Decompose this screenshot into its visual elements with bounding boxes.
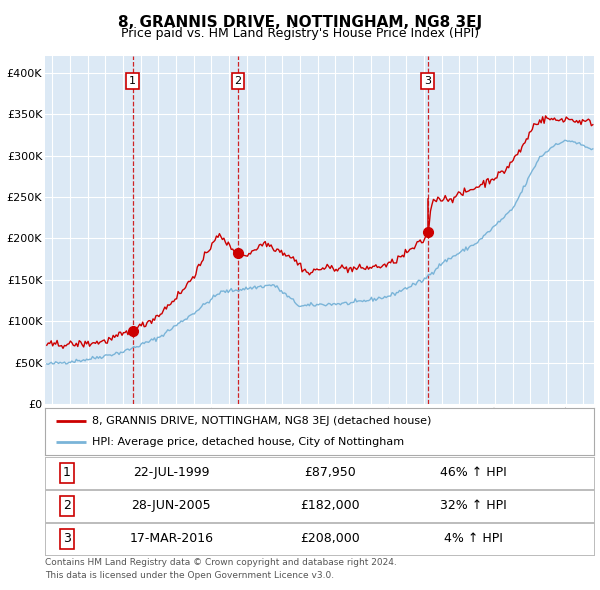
Text: 4% ↑ HPI: 4% ↑ HPI bbox=[444, 532, 503, 545]
Text: Contains HM Land Registry data © Crown copyright and database right 2024.: Contains HM Land Registry data © Crown c… bbox=[45, 558, 397, 566]
Text: 32% ↑ HPI: 32% ↑ HPI bbox=[440, 499, 506, 512]
Text: This data is licensed under the Open Government Licence v3.0.: This data is licensed under the Open Gov… bbox=[45, 571, 334, 579]
Text: £182,000: £182,000 bbox=[301, 499, 360, 512]
Text: Price paid vs. HM Land Registry's House Price Index (HPI): Price paid vs. HM Land Registry's House … bbox=[121, 27, 479, 40]
Text: 46% ↑ HPI: 46% ↑ HPI bbox=[440, 466, 506, 479]
Text: 3: 3 bbox=[424, 76, 431, 86]
Text: HPI: Average price, detached house, City of Nottingham: HPI: Average price, detached house, City… bbox=[92, 437, 404, 447]
Text: 17-MAR-2016: 17-MAR-2016 bbox=[129, 532, 213, 545]
Text: 1: 1 bbox=[129, 76, 136, 86]
Text: £87,950: £87,950 bbox=[305, 466, 356, 479]
Text: 8, GRANNIS DRIVE, NOTTINGHAM, NG8 3EJ (detached house): 8, GRANNIS DRIVE, NOTTINGHAM, NG8 3EJ (d… bbox=[92, 417, 431, 427]
Text: 1: 1 bbox=[63, 466, 71, 479]
Text: 2: 2 bbox=[234, 76, 241, 86]
Text: 3: 3 bbox=[63, 532, 71, 545]
Text: 8, GRANNIS DRIVE, NOTTINGHAM, NG8 3EJ: 8, GRANNIS DRIVE, NOTTINGHAM, NG8 3EJ bbox=[118, 15, 482, 30]
Text: 2: 2 bbox=[63, 499, 71, 512]
Text: 22-JUL-1999: 22-JUL-1999 bbox=[133, 466, 209, 479]
Text: 28-JUN-2005: 28-JUN-2005 bbox=[131, 499, 211, 512]
Text: £208,000: £208,000 bbox=[301, 532, 361, 545]
